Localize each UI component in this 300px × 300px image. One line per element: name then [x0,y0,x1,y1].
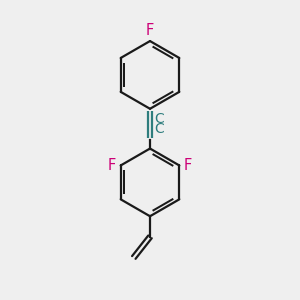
Text: F: F [184,158,192,173]
Text: F: F [146,22,154,38]
Text: C: C [154,112,164,126]
Text: C: C [154,122,164,136]
Text: F: F [108,158,116,173]
